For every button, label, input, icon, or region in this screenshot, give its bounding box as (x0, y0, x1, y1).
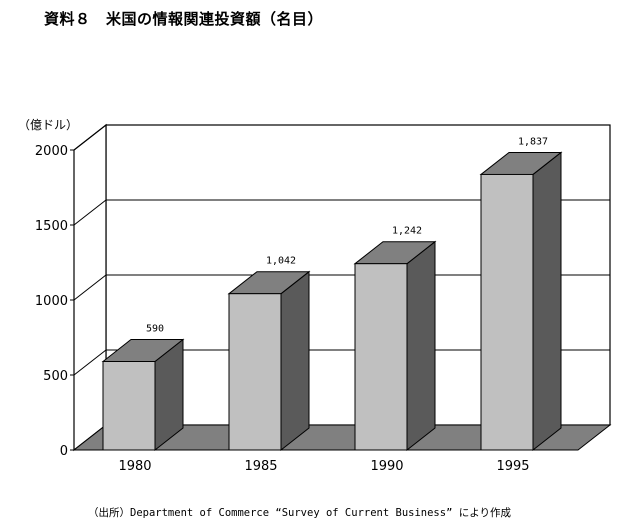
bar-1995 (479, 151, 563, 452)
bar-front (354, 263, 408, 451)
data-labels: 590 1,042 1,242 1,837 (146, 136, 548, 334)
gridline-side (73, 274, 107, 301)
bar-side (280, 270, 310, 452)
y-tick-label: 2000 (35, 144, 68, 159)
chart-bars (101, 151, 563, 452)
bar-front (102, 361, 156, 451)
y-axis-label: （億ドル） (18, 118, 79, 132)
x-tick-label: 1995 (496, 459, 529, 474)
gridline-side (73, 124, 107, 151)
x-tick-label: 1990 (370, 459, 403, 474)
x-tick-label: 1980 (118, 459, 151, 474)
y-tick-label: 500 (43, 369, 68, 384)
y-axis-ticks: 0 500 1000 1500 2000 (35, 144, 74, 459)
source-note: （出所）Department of Commerce “Survey of Cu… (88, 507, 512, 519)
gridline-side (73, 199, 107, 226)
y-tick-label: 1500 (35, 219, 68, 234)
bar-side (406, 240, 436, 452)
bar-1990 (353, 240, 437, 452)
x-axis-labels: 1980 1985 1990 1995 (118, 459, 529, 474)
data-label: 1,242 (392, 226, 422, 237)
y-tick-label: 1000 (35, 294, 68, 309)
gridline-side (73, 349, 107, 376)
bar-1985 (227, 270, 311, 452)
bar-front (480, 173, 534, 451)
x-tick-label: 1985 (244, 459, 277, 474)
bar-1980 (101, 338, 185, 452)
floor-plane (72, 424, 612, 451)
bar-front (228, 293, 282, 451)
data-label: 1,837 (518, 136, 548, 147)
y-tick-label: 0 (60, 444, 68, 459)
bar-side (532, 151, 562, 452)
data-label: 1,042 (266, 256, 296, 267)
page-title: 資料８ 米国の情報関連投資額（名目） (44, 10, 324, 28)
data-label: 590 (146, 324, 164, 335)
chart-floor (72, 424, 612, 451)
